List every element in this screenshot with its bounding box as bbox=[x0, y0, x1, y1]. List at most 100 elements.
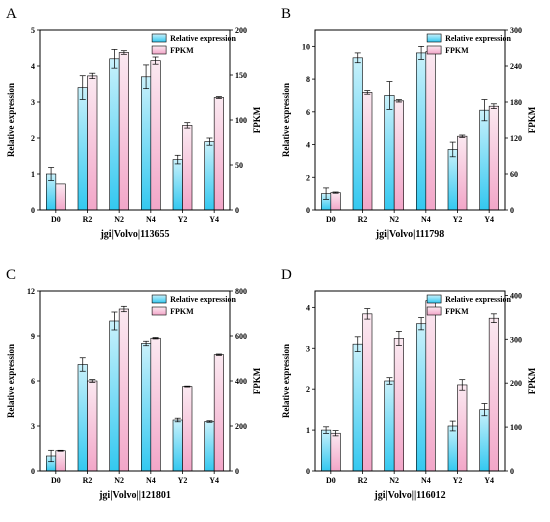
y2-axis-title-d: FPKM bbox=[527, 367, 537, 394]
error-bar-fpkm-c-y2 bbox=[184, 385, 191, 388]
y-axis-title-c: Relative expression bbox=[6, 344, 16, 418]
legend-swatch-relative-d bbox=[426, 294, 442, 304]
y-tick-label-d: 1 bbox=[306, 426, 310, 435]
panel-letter-d: D bbox=[281, 267, 292, 283]
y-tick-label-c: 3 bbox=[31, 422, 35, 431]
chart-svg-c: CD0 R2 N2 N4 Y2 Y40369120200400600800Relative… bbox=[6, 267, 262, 501]
bar-fpkm-d-y4 bbox=[488, 317, 499, 472]
bar-relative-b-r2 bbox=[352, 57, 363, 211]
legend-label-fpkm-c: FPKM bbox=[170, 307, 194, 316]
bar-relative-d-n2 bbox=[384, 380, 395, 472]
error-bar-relative-d-y2 bbox=[449, 420, 456, 432]
error-bar-relative-d-n2 bbox=[386, 377, 393, 385]
bar-fpkm-c-d0 bbox=[55, 450, 66, 472]
bar-relative-d-r2 bbox=[352, 343, 363, 472]
chart-panel-b: B D0 R2 N2 N4 Y2 Y4 0 2 4 6 8 10 0 60 120 180 240 300 Relat… bbox=[275, 0, 550, 261]
y-tick-label-a: 3 bbox=[31, 98, 35, 107]
bar-fpkm-a-d0 bbox=[55, 183, 66, 211]
category-label-a-y2: Y2 bbox=[178, 215, 188, 224]
y-tick-label-c: 0 bbox=[31, 467, 35, 476]
y-tick-label-b: 2 bbox=[306, 173, 310, 182]
error-bar-relative-a-n2 bbox=[111, 49, 118, 69]
error-bar-relative-d-y4 bbox=[481, 403, 488, 417]
category-label-c-y2: Y2 bbox=[178, 476, 188, 485]
bar-fpkm-b-r2 bbox=[362, 92, 373, 211]
category-label-d-n4: N4 bbox=[421, 476, 431, 485]
y-tick-label-b: 8 bbox=[306, 75, 310, 84]
error-bar-fpkm-d-r2 bbox=[364, 308, 371, 320]
chart-panel-c: C D0 R2 N2 N4 Y2 Y4 0 3 6 9 12 0 200 400 600 800 Relative… bbox=[0, 261, 275, 522]
bar-fpkm-c-y2 bbox=[182, 386, 193, 472]
bar-relative-b-n4 bbox=[416, 52, 427, 211]
error-bar-fpkm-b-n2 bbox=[395, 99, 402, 103]
error-bar-fpkm-c-n4 bbox=[152, 337, 159, 340]
bar-fpkm-a-r2 bbox=[87, 75, 98, 211]
legend-label-fpkm-d: FPKM bbox=[445, 307, 469, 316]
y-tick-label-a: 0 bbox=[31, 206, 35, 215]
plot-frame-b bbox=[314, 29, 506, 211]
error-bar-relative-c-n2 bbox=[111, 311, 118, 331]
legend-swatch-fpkm-c bbox=[151, 306, 167, 316]
category-label-a-d0: D0 bbox=[51, 215, 61, 224]
y-tick-label-d: 2 bbox=[306, 385, 310, 394]
bar-relative-c-y4 bbox=[204, 421, 215, 472]
error-bar-fpkm-b-y4 bbox=[490, 103, 497, 109]
category-label-a-n4: N4 bbox=[146, 215, 156, 224]
bar-fpkm-a-y4 bbox=[213, 97, 224, 211]
error-bar-fpkm-d-d0 bbox=[332, 430, 339, 437]
y2-tick-label-a: 150 bbox=[235, 71, 247, 80]
category-label-b-y4: Y4 bbox=[484, 215, 494, 224]
bar-relative-d-n4 bbox=[416, 323, 427, 472]
plot-frame-a bbox=[39, 29, 231, 211]
error-bar-fpkm-d-y4 bbox=[490, 313, 497, 323]
error-bar-fpkm-a-n4 bbox=[152, 56, 159, 65]
category-label-d-r2: R2 bbox=[358, 476, 368, 485]
error-bar-fpkm-b-d0 bbox=[332, 191, 339, 194]
category-label-c-y4: Y4 bbox=[209, 476, 219, 485]
y-tick-label-d: 4 bbox=[306, 303, 310, 312]
y-axis-title-b: Relative expression bbox=[281, 83, 291, 157]
y-tick-label-b: 6 bbox=[306, 108, 310, 117]
legend-swatch-relative-a bbox=[151, 33, 167, 43]
chart-svg-b: BD0 R2 N2 N4 Y2 Y40246810060120180240300Relat… bbox=[281, 6, 537, 240]
error-bar-fpkm-a-y2 bbox=[184, 122, 191, 129]
error-bar-fpkm-c-r2 bbox=[89, 379, 96, 383]
bar-relative-b-y4 bbox=[479, 109, 490, 211]
y2-axis-title-b: FPKM bbox=[527, 106, 537, 133]
bar-fpkm-c-n2 bbox=[118, 308, 129, 472]
y2-tick-label-d: 0 bbox=[510, 467, 514, 476]
chart-panel-d: D D0 R2 N2 N4 Y2 Y4 0 1 2 3 4 0 100 200 300 400 Relative … bbox=[275, 261, 550, 522]
bar-fpkm-d-y2 bbox=[457, 384, 468, 472]
bar-relative-c-y2 bbox=[172, 419, 183, 472]
error-bar-relative-a-n4 bbox=[143, 64, 150, 90]
error-bar-relative-c-y4 bbox=[206, 420, 213, 423]
panel-letter-c: C bbox=[6, 267, 16, 283]
bar-fpkm-b-n2 bbox=[393, 100, 404, 211]
category-label-b-y2: Y2 bbox=[453, 215, 463, 224]
panel-letter-a: A bbox=[6, 6, 17, 22]
bar-relative-a-y2 bbox=[172, 159, 183, 211]
error-bar-relative-a-y4 bbox=[206, 137, 213, 146]
bar-fpkm-b-y4 bbox=[488, 105, 499, 211]
bar-relative-b-y2 bbox=[447, 149, 458, 211]
error-bar-fpkm-a-r2 bbox=[89, 72, 96, 79]
y-tick-label-b: 10 bbox=[302, 42, 310, 51]
x-axis-title-a: jgi|Volvo|113655 bbox=[99, 229, 169, 240]
x-axis-title-c: jgi|Volvo||121801 bbox=[98, 490, 171, 501]
y-tick-label-c: 9 bbox=[31, 332, 35, 341]
y2-tick-label-d: 400 bbox=[510, 291, 522, 300]
bar-fpkm-d-d0 bbox=[330, 432, 341, 472]
category-label-d-y4: Y4 bbox=[484, 476, 494, 485]
legend-a: Relative expression FPKM bbox=[151, 33, 236, 55]
y2-tick-label-d: 300 bbox=[510, 335, 522, 344]
y2-tick-label-b: 0 bbox=[510, 206, 514, 215]
error-bar-relative-a-y2 bbox=[174, 154, 181, 165]
category-label-d-n2: N2 bbox=[389, 476, 399, 485]
bar-fpkm-c-y4 bbox=[213, 354, 224, 472]
bar-relative-a-r2 bbox=[77, 87, 88, 211]
y2-tick-label-a: 0 bbox=[235, 206, 239, 215]
y-tick-label-a: 4 bbox=[31, 62, 35, 71]
legend-d: Relative expression FPKM bbox=[426, 294, 511, 316]
error-bar-fpkm-b-y2 bbox=[459, 134, 466, 138]
bar-relative-a-n2 bbox=[109, 58, 120, 211]
